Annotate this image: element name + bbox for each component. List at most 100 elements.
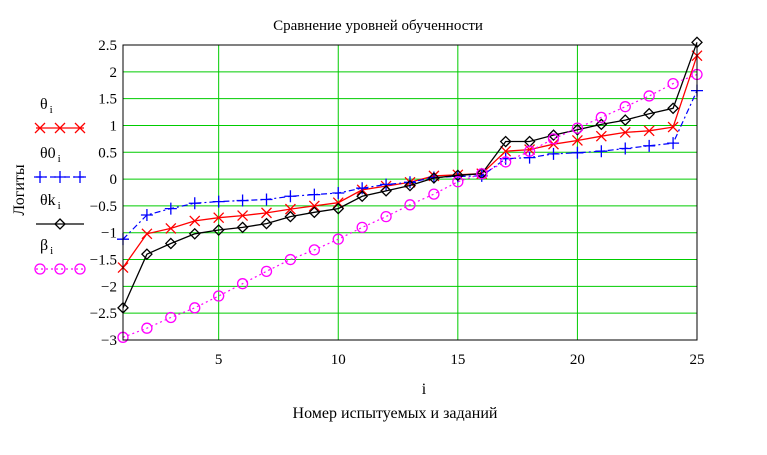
data-point: [667, 121, 679, 133]
legend-marker: [54, 122, 66, 134]
data-point: [284, 190, 297, 203]
data-point: [141, 228, 153, 240]
series-layer: [117, 36, 703, 343]
data-point: [523, 145, 536, 157]
data-point: [164, 202, 177, 215]
legend-marker: [54, 263, 66, 275]
data-point: [213, 212, 225, 224]
data-point: [356, 221, 368, 234]
data-point: [404, 176, 416, 189]
data-point: [428, 188, 440, 200]
chart-title: Сравнение уровней обученности: [273, 18, 483, 34]
data-point: [212, 224, 225, 236]
data-point: [164, 237, 177, 250]
data-point: [643, 107, 656, 120]
data-point: [260, 265, 273, 277]
legend-marker: [74, 263, 86, 275]
data-point: [571, 123, 584, 136]
data-point: [451, 169, 464, 182]
data-point: [188, 227, 201, 240]
legend-marker: [54, 171, 66, 183]
data-point: [643, 90, 655, 102]
series-4: [117, 68, 703, 343]
data-point: [595, 118, 608, 131]
legend-label-subscript: i: [58, 153, 61, 165]
data-point: [284, 203, 296, 215]
y-tick-label: −3: [101, 333, 117, 349]
data-point: [189, 302, 201, 314]
data-point: [308, 200, 320, 212]
data-point: [595, 111, 607, 124]
data-point: [165, 222, 177, 234]
data-point: [212, 195, 225, 208]
x-axis-label: Номер испытуемых и заданий: [293, 405, 498, 422]
data-point: [189, 215, 201, 227]
data-point: [237, 210, 249, 222]
data-point: [332, 233, 344, 245]
x-variable-label: i: [422, 381, 427, 398]
data-point: [284, 210, 297, 223]
data-point: [595, 130, 607, 142]
data-point: [380, 184, 393, 197]
series-1: [117, 50, 703, 274]
data-point: [188, 197, 201, 210]
data-point: [571, 135, 583, 146]
data-point: [643, 139, 656, 152]
data-point: [236, 278, 249, 290]
legend-marker: [34, 263, 46, 275]
x-tick-label: 25: [690, 352, 705, 368]
x-tick-label: 20: [570, 352, 585, 368]
legend-label-subscript: i: [58, 200, 61, 212]
y-tick-label: −2: [101, 279, 117, 295]
data-point: [500, 145, 512, 157]
legend-marker: [74, 122, 86, 134]
data-point: [260, 193, 273, 206]
data-point: [213, 290, 225, 302]
x-tick-label: 15: [450, 352, 465, 368]
legend-label: θ0 i: [40, 145, 61, 165]
data-point: [571, 122, 584, 134]
y-tick-label: 1: [110, 118, 118, 134]
data-point: [356, 182, 369, 195]
data-point: [140, 209, 153, 222]
data-point: [476, 168, 488, 180]
y-tick-label: 0: [110, 172, 118, 188]
y-tick-label: −0.5: [90, 199, 117, 215]
data-point: [643, 125, 655, 137]
data-point: [141, 322, 153, 334]
data-point: [308, 206, 321, 219]
data-point: [667, 77, 679, 90]
series-line: [122, 55, 698, 268]
grid: [123, 44, 698, 341]
legend-marker: [34, 171, 46, 183]
data-point: [619, 142, 632, 155]
data-point: [284, 253, 297, 266]
series-3: [117, 36, 703, 314]
y-tick-labels: 2.5 2 1.5 1 0.5 0 −0.5 −1 −1.5 −2 −2.5 −3: [90, 38, 117, 349]
x-tick-label: 5: [215, 352, 223, 368]
y-axis-label: Логиты: [11, 164, 28, 216]
data-point: [547, 147, 560, 160]
legend-label-subscript: i: [50, 104, 53, 116]
data-point: [523, 151, 536, 164]
data-point: [380, 210, 392, 223]
data-point: [667, 137, 680, 150]
data-point: [356, 190, 369, 203]
x-tick-label: 10: [331, 352, 346, 368]
data-point: [260, 217, 273, 230]
data-point: [308, 244, 320, 256]
series-line: [122, 90, 698, 240]
data-point: [619, 101, 631, 113]
data-point: [380, 178, 393, 191]
data-point: [308, 188, 321, 201]
data-point: [332, 202, 345, 215]
legend-marker: [34, 122, 46, 134]
data-point: [404, 179, 416, 192]
data-point: [547, 129, 560, 142]
data-point: [427, 172, 440, 184]
data-point: [404, 199, 416, 211]
data-point: [500, 156, 512, 168]
